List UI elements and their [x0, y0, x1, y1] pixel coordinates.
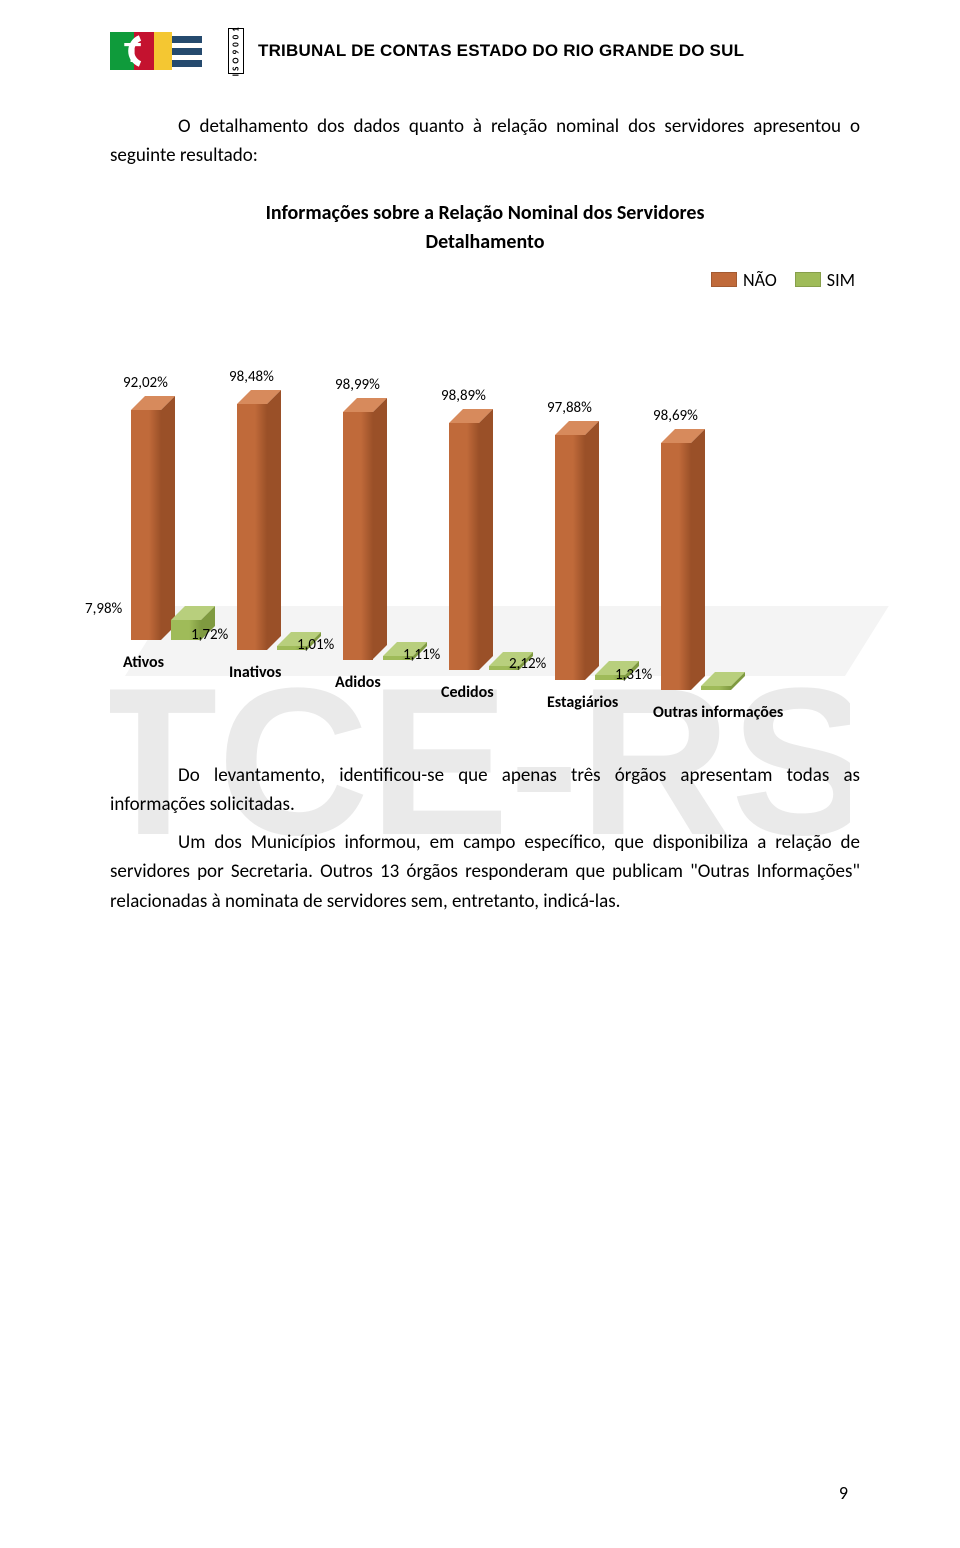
chart-container: Informações sobre a Relação Nominal dos …: [115, 201, 855, 701]
chart-label-nao-3: 98,89%: [441, 387, 486, 405]
tce-logo: T: [110, 28, 210, 74]
chart-category-3: Cedidos: [441, 683, 494, 702]
chart-category-4: Estagiários: [547, 693, 618, 712]
chart-title-2: Detalhamento: [115, 230, 855, 255]
legend-sim: SIM: [795, 269, 855, 291]
swatch-sim: [795, 272, 821, 287]
chart-label-nao-1: 98,48%: [229, 368, 274, 386]
header-title: TRIBUNAL DE CONTAS ESTADO DO RIO GRANDE …: [258, 41, 744, 61]
chart-title-1: Informações sobre a Relação Nominal dos …: [115, 201, 855, 226]
chart-category-2: Adidos: [335, 673, 381, 692]
chart-category-0: Ativos: [123, 653, 164, 672]
chart-label-sim-0: 7,98%: [85, 600, 122, 618]
chart-label-sim-3: 1,11%: [403, 646, 440, 664]
chart-plot: 92,02%7,98%Ativos98,48%1,72%Inativos98,9…: [125, 296, 845, 676]
document-page: TCE-RS T I S O 9 0 0 1 TRIBUNAL DE CONTA…: [0, 0, 960, 1548]
iso-badge: I S O 9 0 0 1: [228, 28, 244, 74]
chart-label-nao-5: 98,69%: [653, 407, 698, 425]
chart-category-5: Outras informações: [653, 703, 783, 722]
page-number: 9: [839, 1482, 848, 1504]
intro-paragraph: O detalhamento dos dados quanto à relaçã…: [110, 112, 860, 171]
legend-sim-label: SIM: [827, 269, 855, 291]
legend-nao-label: NÃO: [743, 269, 777, 291]
chart-label-nao-4: 97,88%: [547, 399, 592, 417]
chart-label-sim-2: 1,01%: [297, 636, 334, 654]
chart-category-1: Inativos: [229, 663, 281, 682]
after-chart-paragraphs: Do levantamento, identificou-se que apen…: [110, 761, 860, 916]
chart-label-sim-5: 1,31%: [615, 666, 652, 684]
chart-label-sim-4: 2,12%: [509, 655, 546, 673]
paragraph-2: Do levantamento, identificou-se que apen…: [110, 761, 860, 820]
chart-legend: NÃO SIM: [711, 269, 855, 291]
swatch-nao: [711, 272, 737, 287]
chart-label-sim-1: 1,72%: [191, 626, 228, 644]
iso-text: I S O 9 0 0 1: [231, 26, 242, 76]
paragraph-3: Um dos Municípios informou, em campo esp…: [110, 828, 860, 916]
chart-label-nao-2: 98,99%: [335, 376, 380, 394]
chart-label-nao-0: 92,02%: [123, 374, 168, 392]
page-header: T I S O 9 0 0 1 TRIBUNAL DE CONTAS ESTAD…: [110, 28, 860, 74]
legend-nao: NÃO: [711, 269, 777, 291]
